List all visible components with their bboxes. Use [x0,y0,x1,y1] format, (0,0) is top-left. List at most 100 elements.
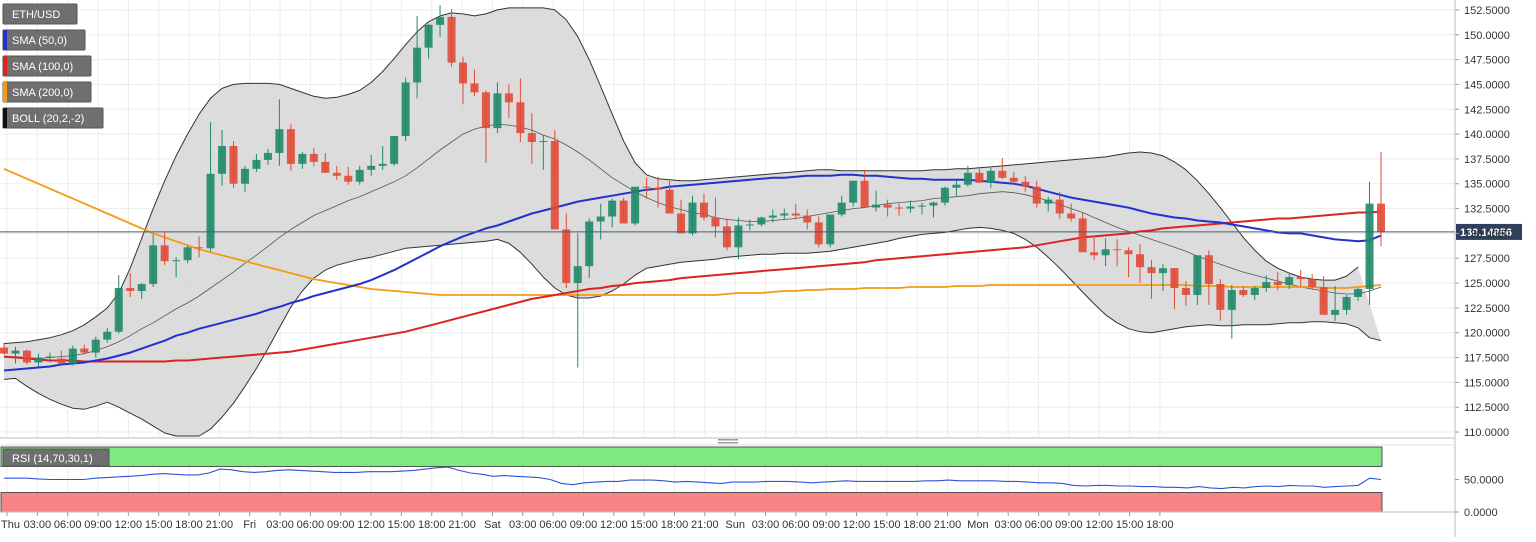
x-tick-label: 06:00 [539,519,567,531]
candle-body [263,152,272,160]
candle-body [229,145,238,184]
legend-item[interactable]: SMA (100,0) [2,55,92,77]
candle-body [493,93,502,129]
candle-body [1021,181,1030,187]
legend-label: ETH/USD [12,9,60,21]
legend-item[interactable]: BOLL (20,2,-2) [2,107,104,129]
candle-body [975,172,984,183]
candle-body [1067,213,1076,219]
candle-body [1239,290,1248,295]
candle-body [699,202,708,218]
candle-body [401,82,410,137]
legend-item[interactable]: SMA (50,0) [2,29,86,51]
candle-body [734,225,743,248]
candle-body [1250,288,1259,295]
candle-body [321,161,330,173]
candle-body [1078,218,1087,253]
candle-body [45,356,54,358]
candle-body [1055,199,1064,214]
x-tick-label: 09:00 [570,519,598,531]
x-tick-label: 18:00 [175,519,203,531]
candle-body [367,165,376,170]
rsi-legend-item[interactable]: RSI (14,70,30,1) [2,448,110,467]
candle-body [1376,203,1386,233]
candle-body [252,159,261,169]
candle-body [1193,255,1202,295]
x-tick-label: 15:00 [1116,519,1144,531]
current-price-tag [1456,223,1522,240]
candle-body [332,172,341,176]
rsi-oversold-zone [0,492,1383,513]
y-tick-label: 147.5000 [1464,55,1510,67]
current-price-marker: 130.14856 [0,223,1522,240]
candle-body [22,350,31,363]
splitter-handle [718,442,738,444]
y-tick-label: 140.0000 [1464,129,1510,141]
candle-body [1296,277,1305,280]
candle-body [126,288,135,292]
legend[interactable]: ETH/USD SMA (50,0) SMA (100,0) SMA (200,0) B… [2,3,110,467]
candle-body [952,184,961,188]
legend-label: BOLL (20,2,-2) [12,113,84,125]
boll-upper-line [3,7,1359,345]
x-tick-label: 09:00 [327,519,355,531]
candle-body [929,202,938,206]
candle-body [275,129,284,153]
candle-body [585,221,594,267]
legend-color-swatch [3,30,7,50]
candle-body [1319,287,1328,315]
candle-body [481,92,490,129]
candle-body [298,153,307,164]
x-tick-label: 12:00 [600,519,628,531]
candle-body [0,347,9,354]
candle-body [218,145,227,174]
candle-body [1365,203,1374,290]
candle-body [998,170,1007,178]
candle-body [309,153,318,162]
candle-body [195,247,204,249]
x-tick-label: 09:00 [84,519,112,531]
candle-body [573,266,582,284]
x-tick-label: 06:00 [782,519,810,531]
candle-body [1262,282,1271,289]
candle-body [172,260,181,262]
candle-body [711,217,720,227]
candle-body [447,16,456,63]
y-tick-label: 122.5000 [1464,303,1510,315]
candle-body [791,213,800,216]
x-tick-label: 09:00 [1055,519,1083,531]
candle-body [137,284,146,292]
candle-body [849,180,858,203]
candle-body [1181,288,1190,295]
x-tick-label: 12:00 [843,519,871,531]
legend-color-swatch [3,56,7,76]
candle-body [1216,284,1225,310]
sma50-line [3,173,1382,372]
candle-body [642,186,651,188]
candle-body [160,245,169,262]
candle-body [608,200,617,217]
candle-body [860,180,869,208]
candle-body [906,206,915,209]
candle-body [596,216,605,222]
rsi-panel [0,446,1383,513]
candle-body [57,358,66,364]
candle-body [745,224,754,226]
legend-item[interactable]: ETH/USD [2,3,78,25]
candle-body [1044,199,1053,204]
candle-body [80,348,89,353]
y-tick-label: 135.0000 [1464,179,1510,191]
candle-body [539,141,548,143]
y-tick-label: 125.0000 [1464,278,1510,290]
rsi-legend-label: RSI (14,70,30,1) [12,453,93,465]
candle-body [527,133,536,143]
x-tick-label: Mon [967,519,988,531]
candle-body [1227,290,1236,310]
legend-item[interactable]: SMA (200,0) [2,81,92,103]
x-tick-label: 15:00 [388,519,416,531]
candle-body [940,187,949,203]
legend-label: SMA (50,0) [12,35,67,47]
candle-body [1170,268,1179,289]
